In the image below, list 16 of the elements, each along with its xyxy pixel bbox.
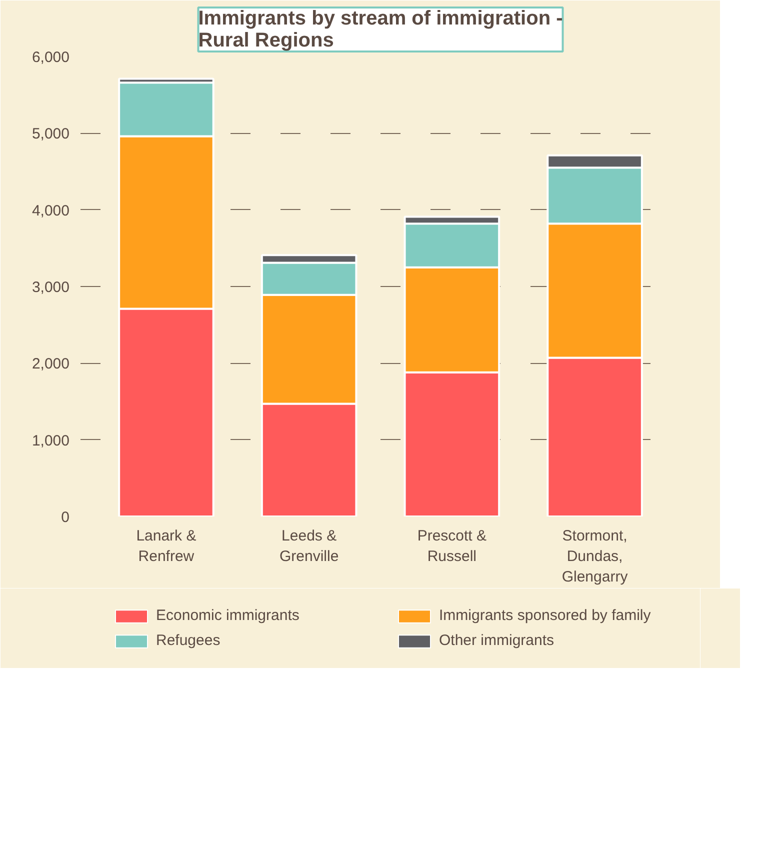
legend-label: Refugees (156, 632, 222, 649)
y-tick-label: 6,000 (32, 49, 70, 66)
legend-label: Immigrants sponsored by family (439, 607, 652, 624)
y-tick-label: 2,000 (32, 356, 70, 373)
x-tick-label: Lanark & Renfrew (136, 528, 196, 565)
y-tick-label: 3,000 (32, 279, 70, 296)
y-tick-label: 0 (61, 509, 70, 526)
chart-title: Immigrants by stream of immigration - Rural Regions (198, 8, 563, 52)
x-tick-label: Prescott & Russell (417, 528, 487, 565)
y-tick-label: 5,000 (32, 126, 70, 143)
y-tick-label: 1,000 (32, 432, 70, 450)
y-tick-label: 4,000 (32, 202, 70, 220)
legend-label: Other immigrants (439, 632, 556, 649)
legend-label: Economic immigrants (156, 607, 300, 624)
x-tick-label: Leeds & Grenville (279, 528, 339, 565)
x-tick-label: Stormont, Dundas, Glengarry (562, 528, 628, 586)
